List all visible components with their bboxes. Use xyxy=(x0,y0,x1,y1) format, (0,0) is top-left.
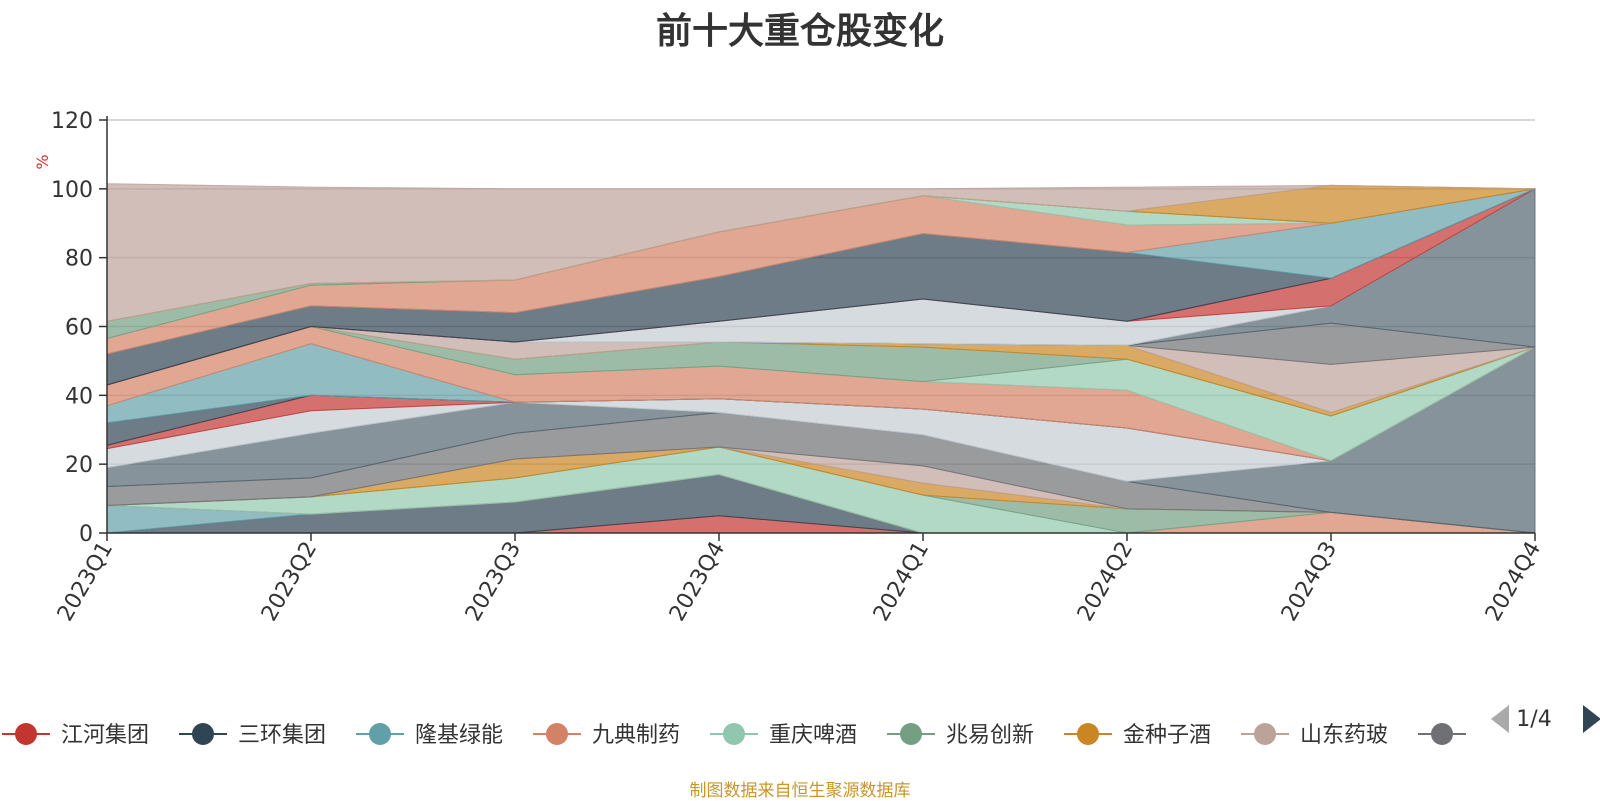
x-tick-label: 2024Q1 xyxy=(869,538,934,626)
legend-circle-marker xyxy=(1077,723,1099,745)
legend-label: 金种子酒 xyxy=(1123,723,1211,748)
y-tick-label: 100 xyxy=(51,178,93,203)
legend-circle-marker xyxy=(1431,723,1453,745)
legend-pager: 1/4 xyxy=(1491,705,1600,733)
chart-title: 前十大重仓股变化 xyxy=(655,11,944,52)
legend-item[interactable]: 兆易创新 xyxy=(887,723,1034,748)
area-series-layer xyxy=(106,183,1536,534)
legend-circle-marker xyxy=(546,723,568,745)
source-note: 制图数据来自恒生聚源数据库 xyxy=(689,781,911,801)
legend-page-indicator: 1/4 xyxy=(1516,707,1551,732)
legend-label: 江河集团 xyxy=(61,723,149,748)
legend-circle-marker xyxy=(1254,723,1276,745)
legend-circle-marker xyxy=(369,723,391,745)
y-axis-unit-label: % xyxy=(33,154,52,169)
y-tick-label: 60 xyxy=(65,316,93,341)
legend-item[interactable]: 江河集团 xyxy=(2,723,149,748)
x-tick-label: 2023Q3 xyxy=(461,538,526,626)
legend-item[interactable]: 九典制药 xyxy=(533,723,680,748)
x-tick-label: 2023Q4 xyxy=(665,538,730,626)
legend-circle-marker xyxy=(900,723,922,745)
x-tick-label: 2024Q4 xyxy=(1481,538,1546,626)
legend-next-page-button[interactable] xyxy=(1583,705,1600,733)
legend-label: 三 xyxy=(1477,723,1499,748)
legend-item[interactable]: 重庆啤酒 xyxy=(710,723,857,748)
area-series[interactable] xyxy=(106,183,1536,322)
x-tick-label: 2023Q2 xyxy=(257,538,322,626)
y-tick-label: 40 xyxy=(65,384,93,409)
legend-label: 山东药玻 xyxy=(1300,723,1388,748)
legend-circle-marker xyxy=(723,723,745,745)
legend: 江河集团 三环集团 隆基绿能 九典制药 重庆啤酒 兆易创新 金种子酒 山东药玻 三 xyxy=(2,723,1499,748)
legend-circle-marker xyxy=(192,723,214,745)
y-tick-label: 120 xyxy=(51,109,93,134)
legend-item[interactable]: 隆基绿能 xyxy=(356,723,503,748)
y-tick-label: 80 xyxy=(65,247,93,272)
legend-item[interactable]: 三环集团 xyxy=(179,723,326,748)
x-tick-label: 2024Q3 xyxy=(1277,538,1342,626)
legend-label: 隆基绿能 xyxy=(415,723,503,748)
legend-item[interactable]: 三 xyxy=(1418,723,1499,748)
legend-circle-marker xyxy=(15,723,37,745)
legend-label: 重庆啤酒 xyxy=(769,723,857,748)
legend-label: 兆易创新 xyxy=(946,723,1034,748)
x-tick-label: 2023Q1 xyxy=(53,538,118,626)
y-tick-label: 20 xyxy=(65,453,93,478)
legend-item[interactable]: 金种子酒 xyxy=(1064,723,1211,748)
legend-item[interactable]: 山东药玻 xyxy=(1241,723,1388,748)
legend-label: 三环集团 xyxy=(238,723,326,748)
legend-label: 九典制药 xyxy=(592,723,680,748)
x-tick-label: 2024Q2 xyxy=(1073,538,1138,626)
legend-prev-page-button[interactable] xyxy=(1491,705,1509,733)
y-tick-label: 0 xyxy=(79,522,93,547)
